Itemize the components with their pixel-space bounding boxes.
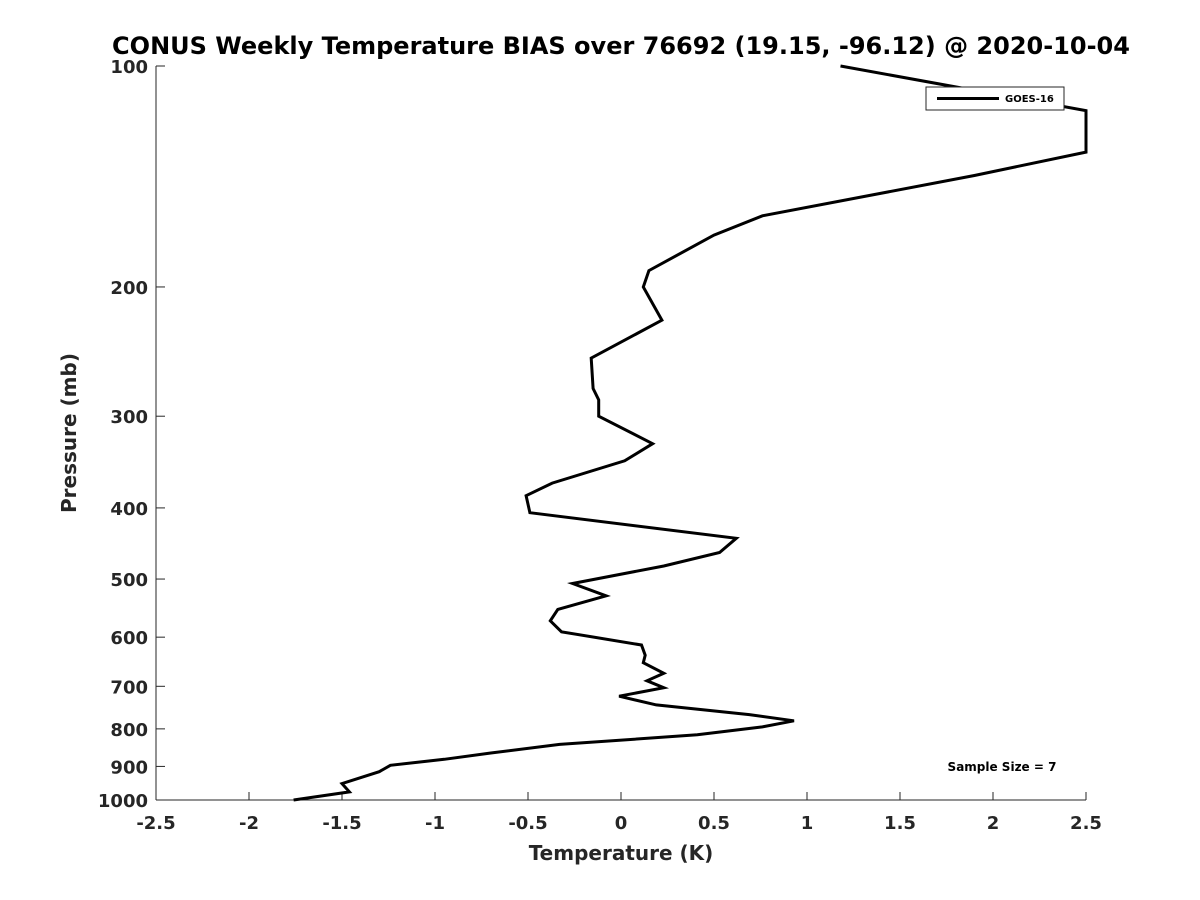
x-tick-label: -2.5 xyxy=(136,813,175,834)
y-tick-label: 900 xyxy=(110,757,148,778)
series-line-goes16 xyxy=(293,64,1088,802)
x-tick-label: 0.5 xyxy=(698,813,730,834)
x-axis-ticks: -2.5 -2 -1.5 -1 -0.5 0 0.5 1 1.5 2 2.5 xyxy=(136,792,1102,834)
y-tick-label: 300 xyxy=(110,407,148,428)
y-tick-label: 600 xyxy=(110,628,148,649)
legend: GOES-16 xyxy=(925,86,1065,111)
x-tick-label: -1.5 xyxy=(322,813,361,834)
x-axis-label: Temperature (K) xyxy=(529,841,714,865)
y-axis-label: Pressure (mb) xyxy=(57,353,81,513)
x-tick-label: -0.5 xyxy=(508,813,547,834)
sample-size-annotation: Sample Size = 7 xyxy=(948,760,1057,774)
x-tick-label: 2.5 xyxy=(1070,813,1102,834)
y-tick-label: 500 xyxy=(110,570,148,591)
x-tick-label: 0 xyxy=(615,813,628,834)
y-tick-label: 700 xyxy=(110,677,148,698)
x-tick-label: 1 xyxy=(801,813,814,834)
chart-title: CONUS Weekly Temperature BIAS over 76692… xyxy=(112,32,1130,60)
y-tick-label: 800 xyxy=(110,720,148,741)
y-axis-ticks: 100 200 300 400 500 600 700 800 900 1000 xyxy=(98,57,165,812)
x-tick-label: -1 xyxy=(425,813,445,834)
plot-area xyxy=(293,64,1088,802)
y-tick-label: 1000 xyxy=(98,791,148,812)
legend-label-goes16: GOES-16 xyxy=(1005,94,1054,105)
x-tick-label: -2 xyxy=(239,813,259,834)
axes xyxy=(155,66,1086,801)
x-tick-label: 2 xyxy=(987,813,1000,834)
x-tick-label: 1.5 xyxy=(884,813,916,834)
y-tick-label: 400 xyxy=(110,499,148,520)
y-tick-label: 200 xyxy=(110,278,148,299)
y-tick-label: 100 xyxy=(110,57,148,78)
